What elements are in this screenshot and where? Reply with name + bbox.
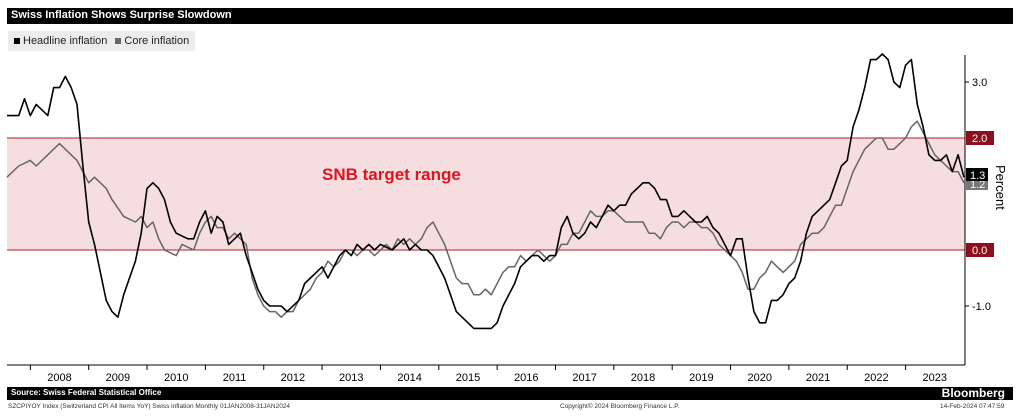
- x-tick-label-2016: 2016: [514, 372, 538, 384]
- target-range-band: [7, 138, 965, 250]
- x-tick-label-2020: 2020: [747, 372, 771, 384]
- x-tick-label-2021: 2021: [806, 372, 830, 384]
- x-tick-label-2017: 2017: [572, 372, 596, 384]
- legend-item-headline: Headline inflation: [14, 35, 107, 47]
- marker-core-last-label: 1.2: [970, 179, 985, 191]
- x-tick-label-2014: 2014: [397, 372, 421, 384]
- bloomberg-logo: Bloomberg: [941, 386, 1005, 400]
- axis-ticks: 2008 2009 2010 2011 2012 2013 2014 2015 2016 2017…: [29, 77, 991, 384]
- legend-item-core: Core inflation: [115, 35, 189, 47]
- marker-0-0: [966, 243, 994, 257]
- copyright: Copyright© 2024 Bloomberg Finance L.P.: [560, 403, 680, 410]
- marker-2-0-label: 2.0: [972, 133, 987, 145]
- x-tick-label-2008: 2008: [47, 372, 71, 384]
- marker-2-0: [966, 131, 994, 145]
- legend-swatch-core: [115, 38, 122, 44]
- legend-label-headline: Headline inflation: [23, 35, 108, 47]
- snb-target-range-label: SNB target range: [322, 165, 461, 184]
- x-tick-label-2011: 2011: [223, 372, 247, 384]
- timestamp: 14-Feb-2024 07:47:59: [940, 403, 1005, 410]
- legend-label-core: Core inflation: [124, 35, 190, 47]
- y-tick-label: -1.0: [972, 301, 991, 313]
- ticker-info: SZCPIYOY Index (Switzerland CPI All Item…: [8, 403, 291, 410]
- series-line-headline: [7, 53, 965, 330]
- chart-title: Swiss Inflation Shows Surprise Slowdown: [11, 9, 232, 21]
- x-tick-label-2019: 2019: [689, 372, 713, 384]
- x-tick-label-2015: 2015: [456, 372, 480, 384]
- y-tick-label: 3.0: [972, 77, 987, 89]
- chart-legend: Headline inflation Core inflation: [8, 31, 196, 51]
- x-tick-label-2010: 2010: [164, 372, 188, 384]
- chart-title-bar: Swiss Inflation Shows Surprise Slowdown: [7, 8, 1013, 24]
- footer-bar: Source: Swiss Federal Statistical Office…: [7, 386, 1013, 400]
- source-label: Source: Swiss Federal Statistical Office: [11, 388, 162, 397]
- x-tick-label-2023: 2023: [923, 372, 947, 384]
- x-tick-label-2018: 2018: [631, 372, 655, 384]
- x-tick-label-2012: 2012: [281, 372, 305, 384]
- x-tick-label-2009: 2009: [106, 372, 130, 384]
- x-tick-label-2013: 2013: [339, 372, 363, 384]
- marker-0-0-label: 0.0: [972, 245, 987, 257]
- y-axis-title: Percent: [993, 165, 1008, 210]
- marker-headline-last: [966, 168, 988, 181]
- marker-headline-last-label: 1.3: [970, 170, 985, 182]
- x-tick-label-2022: 2022: [864, 372, 888, 384]
- series-group: [6, 53, 965, 330]
- legend-swatch-headline: [14, 38, 20, 44]
